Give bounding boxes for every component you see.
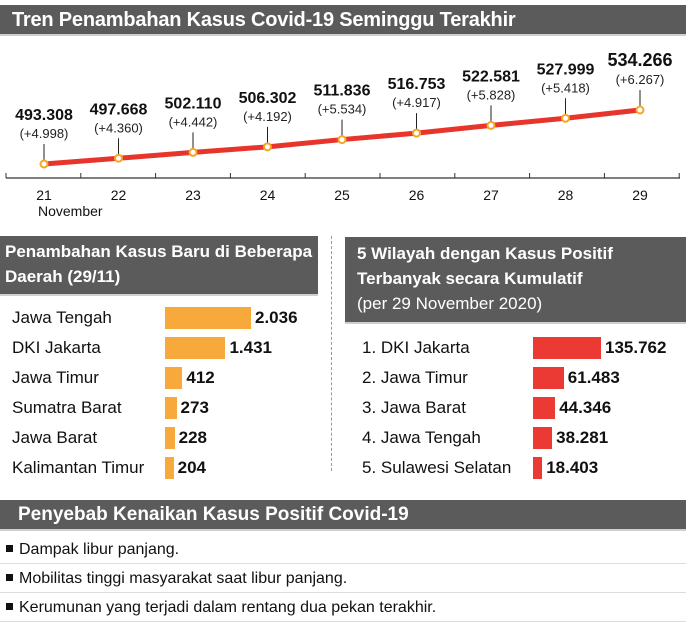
increment-label: (+4.192) (243, 109, 292, 124)
data-point (188, 147, 198, 157)
data-label: 522.581 (462, 68, 520, 85)
bar-category-label: 4. Jawa Tengah (362, 428, 481, 447)
bar (533, 337, 601, 359)
bar-category-label: 1. DKI Jakarta (362, 338, 470, 357)
cause-item: Kerumunan yang terjadi dalam rentang dua… (0, 594, 686, 622)
bar-value-label: 18.403 (546, 458, 599, 477)
x-tick-label: 22 (111, 187, 127, 203)
bar-row: Kalimantan Timur 204 (12, 455, 352, 481)
cause-text: Kerumunan yang terjadi dalam rentang dua… (19, 599, 437, 616)
bullet-icon (6, 545, 13, 552)
bullet-icon (6, 574, 13, 581)
bar-value-label: 1.431 (229, 338, 272, 357)
data-point (486, 120, 496, 130)
trend-line-chart: 493.308 (+4.998) 21 497.668 (+4.360) 22 502.11… (5, 50, 680, 219)
bar (165, 367, 183, 389)
x-tick-label: 28 (558, 187, 574, 203)
bar (533, 397, 556, 419)
top5-subtitle: (per 29 November 2020) (357, 294, 543, 313)
bar (533, 457, 543, 479)
x-tick-label: 25 (334, 187, 350, 203)
increment-label: (+4.998) (20, 126, 69, 141)
bar-category-label: Jawa Tengah (12, 308, 112, 327)
bar-category-label: Kalimantan Timur (12, 458, 145, 477)
bar-category-label: 2. Jawa Timur (362, 368, 468, 387)
bar-category-label: DKI Jakarta (12, 338, 101, 357)
data-label: 527.999 (537, 61, 595, 78)
bar-row: 3. Jawa Barat 44.346 (362, 395, 694, 421)
bar-value-label: 2.036 (255, 308, 298, 327)
trend-title: Tren Penambahan Kasus Covid-19 Seminggu … (0, 5, 686, 36)
increment-label: (+4.917) (392, 95, 441, 110)
x-tick-label: 27 (483, 187, 499, 203)
bar (165, 337, 226, 359)
data-point (635, 105, 645, 115)
increment-label: (+5.418) (541, 80, 590, 95)
data-point (263, 142, 272, 152)
data-label: 502.110 (165, 95, 222, 112)
bar-row: 5. Sulawesi Selatan 18.403 (362, 455, 694, 481)
data-label: 516.753 (388, 76, 446, 93)
cause-item: Dampak libur panjang. (0, 536, 686, 564)
increment-label: (+5.828) (467, 87, 516, 102)
x-tick-label: 29 (632, 187, 648, 203)
x-tick-label: 21 (36, 187, 52, 203)
bar-row: Jawa Barat 228 (12, 425, 352, 451)
divider (331, 236, 332, 471)
data-label: 493.308 (15, 107, 73, 124)
increment-label: (+4.442) (169, 114, 218, 129)
bar-category-label: 5. Sulawesi Selatan (362, 458, 512, 477)
data-label: 506.302 (239, 90, 297, 107)
data-point (561, 113, 570, 123)
bar-row: Jawa Timur 412 (12, 365, 352, 391)
x-tick-label: 23 (185, 187, 201, 203)
bar (165, 307, 251, 329)
bar-row: Jawa Tengah 2.036 (12, 305, 352, 331)
bar-row: DKI Jakarta 1.431 (12, 335, 352, 361)
bar-value-label: 273 (180, 398, 209, 417)
bar-category-label: Jawa Barat (12, 428, 98, 447)
data-point (337, 135, 347, 145)
data-point (114, 153, 123, 163)
bar (533, 367, 564, 389)
bar-value-label: 135.762 (605, 338, 667, 357)
data-label: 534.266 (607, 50, 672, 70)
x-axis-sublabel: November (38, 203, 103, 219)
cause-text: Dampak libur panjang. (19, 541, 180, 558)
x-tick-label: 26 (409, 187, 425, 203)
bar-value-label: 228 (178, 428, 207, 447)
bar-value-label: 412 (186, 368, 215, 387)
new-cases-title: Penambahan Kasus Baru di Beberapa Daerah… (0, 236, 318, 296)
bar-row: 1. DKI Jakarta 135.762 (362, 335, 694, 361)
bar-value-label: 38.281 (556, 428, 609, 447)
bullet-icon (6, 603, 13, 610)
increment-label: (+6.267) (616, 72, 665, 87)
increment-label: (+4.360) (94, 120, 143, 135)
bar-value-label: 61.483 (567, 368, 620, 387)
causes-title: Penyebab Kenaikan Kasus Positif Covid-19 (0, 500, 686, 531)
bar (165, 427, 175, 449)
data-label: 497.668 (90, 101, 148, 118)
bar-category-label: 3. Jawa Barat (362, 398, 466, 417)
cause-item: Mobilitas tinggi masyarakat saat libur p… (0, 565, 686, 593)
bar (533, 427, 553, 449)
top5-title-text: 5 Wilayah dengan Kasus Positif Terbanyak… (357, 244, 613, 288)
data-label: 511.836 (314, 83, 371, 100)
bar-row: 4. Jawa Tengah 38.281 (362, 425, 694, 451)
bar-category-label: Sumatra Barat (12, 398, 122, 417)
data-point (412, 128, 421, 138)
bar (165, 397, 177, 419)
bar-value-label: 204 (177, 458, 206, 477)
x-tick-label: 24 (260, 187, 276, 203)
top5-title: 5 Wilayah dengan Kasus Positif Terbanyak… (345, 237, 686, 324)
bar-category-label: Jawa Timur (12, 368, 99, 387)
bar-value-label: 44.346 (559, 398, 612, 417)
cause-text: Mobilitas tinggi masyarakat saat libur p… (19, 570, 348, 587)
increment-label: (+5.534) (318, 102, 367, 117)
bar-row: 2. Jawa Timur 61.483 (362, 365, 694, 391)
bar (165, 457, 174, 479)
data-point (39, 159, 49, 169)
bar-row: Sumatra Barat 273 (12, 395, 352, 421)
